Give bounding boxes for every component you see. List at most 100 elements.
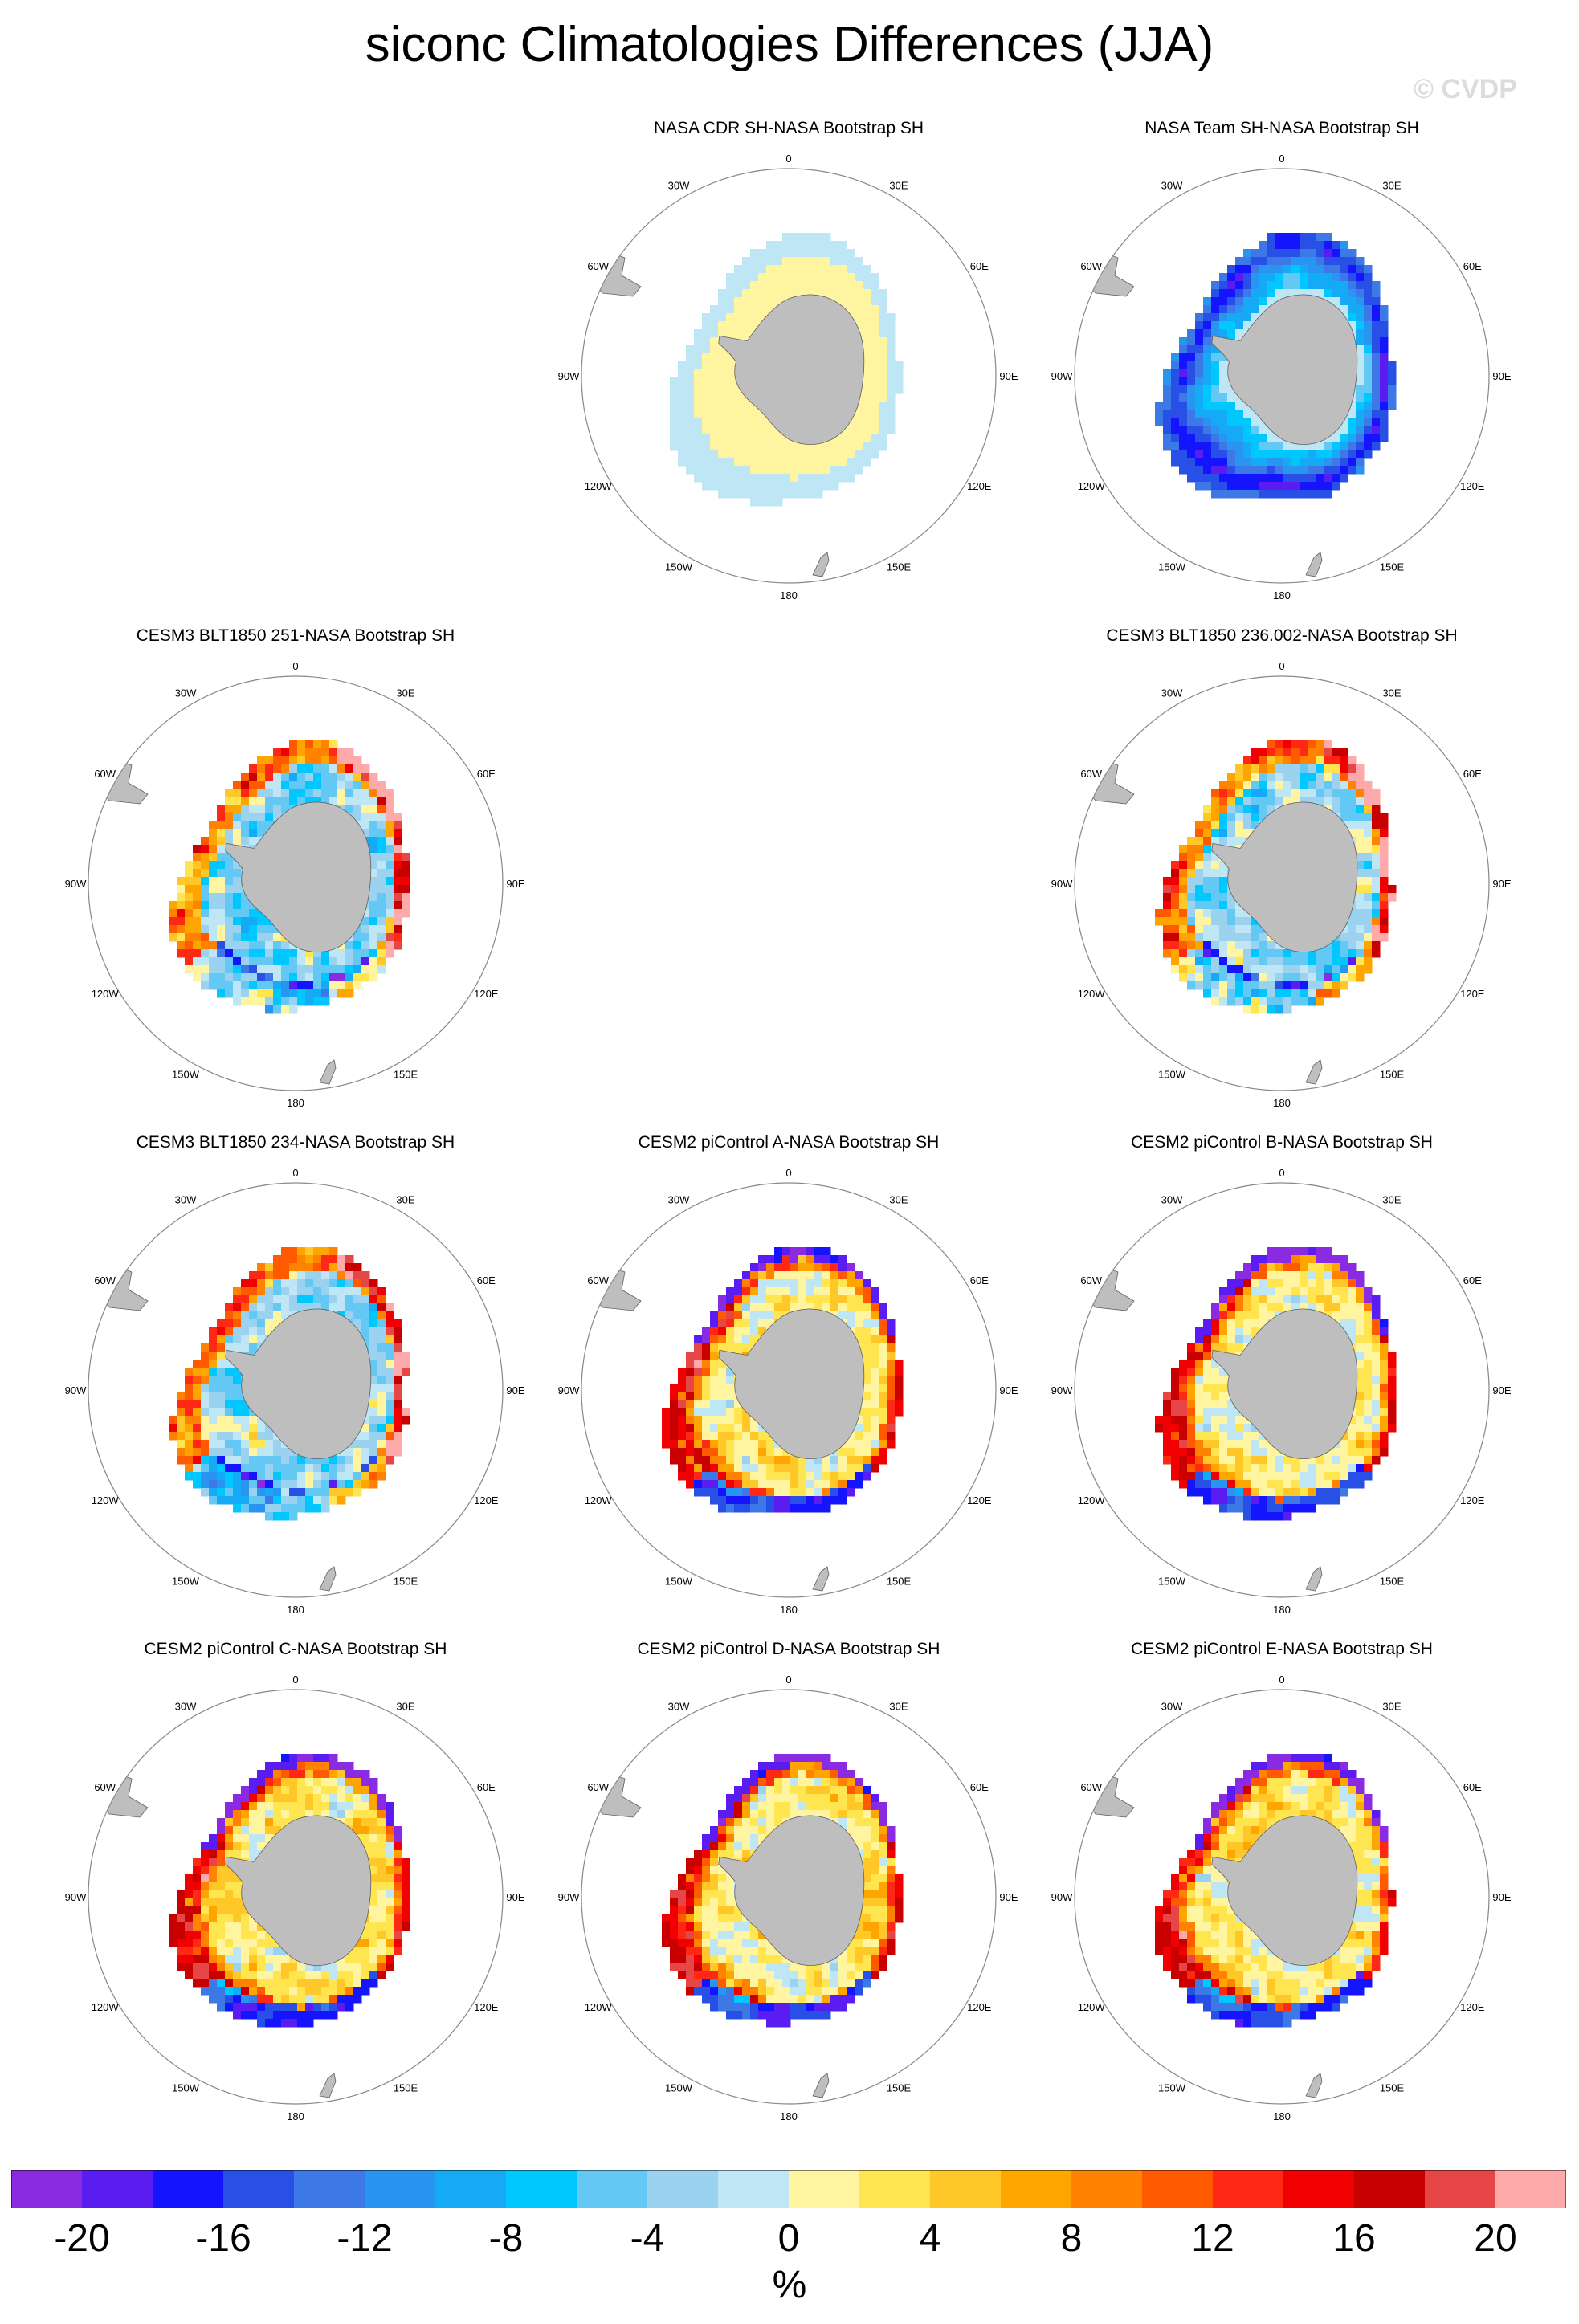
ice-cell xyxy=(1211,410,1220,418)
ice-cell xyxy=(209,1368,218,1376)
ice-cell xyxy=(1195,450,1204,459)
ice-cell xyxy=(1195,321,1204,330)
ice-cell xyxy=(710,458,719,467)
ice-cell xyxy=(718,305,727,314)
ice-cell xyxy=(1187,925,1196,934)
ice-cell xyxy=(305,1247,314,1256)
ice-cell xyxy=(305,797,314,805)
ice-cell xyxy=(758,434,767,442)
ice-cell xyxy=(855,450,863,459)
ice-cell xyxy=(718,466,727,475)
ice-cell xyxy=(1187,345,1196,354)
ice-cell xyxy=(718,450,727,459)
ice-cell xyxy=(265,941,274,950)
ice-cell xyxy=(758,1295,767,1304)
ice-cell xyxy=(726,1432,735,1441)
ice-cell xyxy=(1251,418,1260,426)
ice-cell xyxy=(1203,329,1212,338)
ice-cell xyxy=(806,249,815,258)
ice-cell xyxy=(806,273,815,282)
ice-cell xyxy=(1235,1271,1244,1280)
ice-cell xyxy=(758,289,767,298)
ice-cell xyxy=(377,1432,386,1441)
ice-cell xyxy=(726,297,735,306)
ice-cell xyxy=(353,1271,362,1280)
ice-cell xyxy=(1227,829,1236,838)
ice-cell xyxy=(313,973,322,982)
ice-cell xyxy=(1219,329,1228,338)
ice-cell xyxy=(265,805,274,813)
sea-ice-field xyxy=(1080,233,1397,577)
ice-cell xyxy=(814,442,823,451)
ice-cell xyxy=(1243,418,1252,426)
ice-cell xyxy=(265,781,274,789)
ice-cell xyxy=(790,241,799,250)
ice-cell xyxy=(193,941,202,950)
ice-cell xyxy=(686,1368,695,1376)
ice-cell xyxy=(871,321,879,330)
ice-cell xyxy=(1267,474,1276,483)
ice-cell xyxy=(1275,797,1284,805)
ice-cell xyxy=(702,1392,711,1401)
ice-cell xyxy=(678,393,687,402)
ice-cell xyxy=(1155,917,1164,926)
ice-cell xyxy=(750,442,759,451)
new-zealand-land xyxy=(812,552,830,577)
ice-cell xyxy=(233,781,242,789)
ice-cell xyxy=(241,1432,250,1441)
ice-cell xyxy=(281,941,290,950)
ice-cell xyxy=(814,1287,823,1296)
ice-cell xyxy=(750,402,759,410)
ice-cell xyxy=(313,1504,322,1513)
ice-cell xyxy=(361,821,370,830)
ice-cell xyxy=(1259,1263,1268,1272)
ice-cell xyxy=(1203,313,1212,322)
ice-cell xyxy=(225,1376,234,1384)
antarctica-land xyxy=(1211,294,1358,445)
ice-cell xyxy=(694,1456,703,1465)
ice-cell xyxy=(225,1440,234,1449)
ice-cell xyxy=(1259,933,1268,942)
ice-cell xyxy=(863,353,871,362)
ice-cell xyxy=(1259,797,1268,805)
ice-cell xyxy=(1203,1360,1212,1368)
ice-cell xyxy=(217,1448,226,1457)
ice-cell xyxy=(1364,861,1373,870)
ice-cell xyxy=(1195,909,1204,918)
ice-cell xyxy=(1316,442,1324,451)
ice-cell xyxy=(742,1488,751,1497)
ice-cell xyxy=(1316,764,1324,773)
ice-cell xyxy=(1275,289,1284,298)
ice-cell xyxy=(678,1376,687,1384)
ice-cell xyxy=(209,1440,218,1449)
ice-cell xyxy=(1219,281,1228,290)
ice-cell xyxy=(742,474,751,483)
ice-cell xyxy=(1380,1360,1389,1368)
ice-cell xyxy=(201,1376,210,1384)
ice-cell xyxy=(887,418,896,426)
ice-cell xyxy=(871,434,879,442)
ice-cell xyxy=(394,1408,402,1417)
ice-cell xyxy=(710,410,719,418)
ice-cell xyxy=(402,885,410,894)
ice-cell xyxy=(257,949,266,958)
ice-cell xyxy=(273,781,282,789)
ice-cell xyxy=(1291,989,1300,998)
ice-cell xyxy=(774,1480,783,1489)
ice-cell xyxy=(686,393,695,402)
ice-cell xyxy=(814,1279,823,1288)
ice-cell xyxy=(871,1464,879,1473)
ice-cell xyxy=(1211,893,1220,902)
ice-cell xyxy=(702,337,711,346)
ice-cell xyxy=(185,1456,194,1465)
ice-cell xyxy=(726,1295,735,1304)
ice-cell xyxy=(233,1464,242,1473)
ice-cell xyxy=(774,466,783,475)
ice-cell xyxy=(193,1400,202,1409)
ice-cell xyxy=(1348,941,1357,950)
ice-cell xyxy=(798,1263,807,1272)
ice-cell xyxy=(169,933,177,942)
ice-cell xyxy=(734,1496,743,1505)
ice-cell xyxy=(225,837,234,846)
ice-cell xyxy=(281,764,290,773)
